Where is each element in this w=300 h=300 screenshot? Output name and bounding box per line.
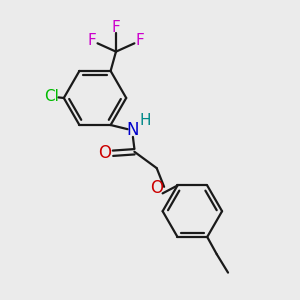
Text: N: N [127,122,139,140]
Text: Cl: Cl [44,89,59,104]
Text: F: F [112,20,120,35]
Text: O: O [98,144,111,162]
Text: O: O [150,179,163,197]
Text: H: H [140,113,151,128]
Text: F: F [136,33,145,48]
Text: F: F [87,33,96,48]
